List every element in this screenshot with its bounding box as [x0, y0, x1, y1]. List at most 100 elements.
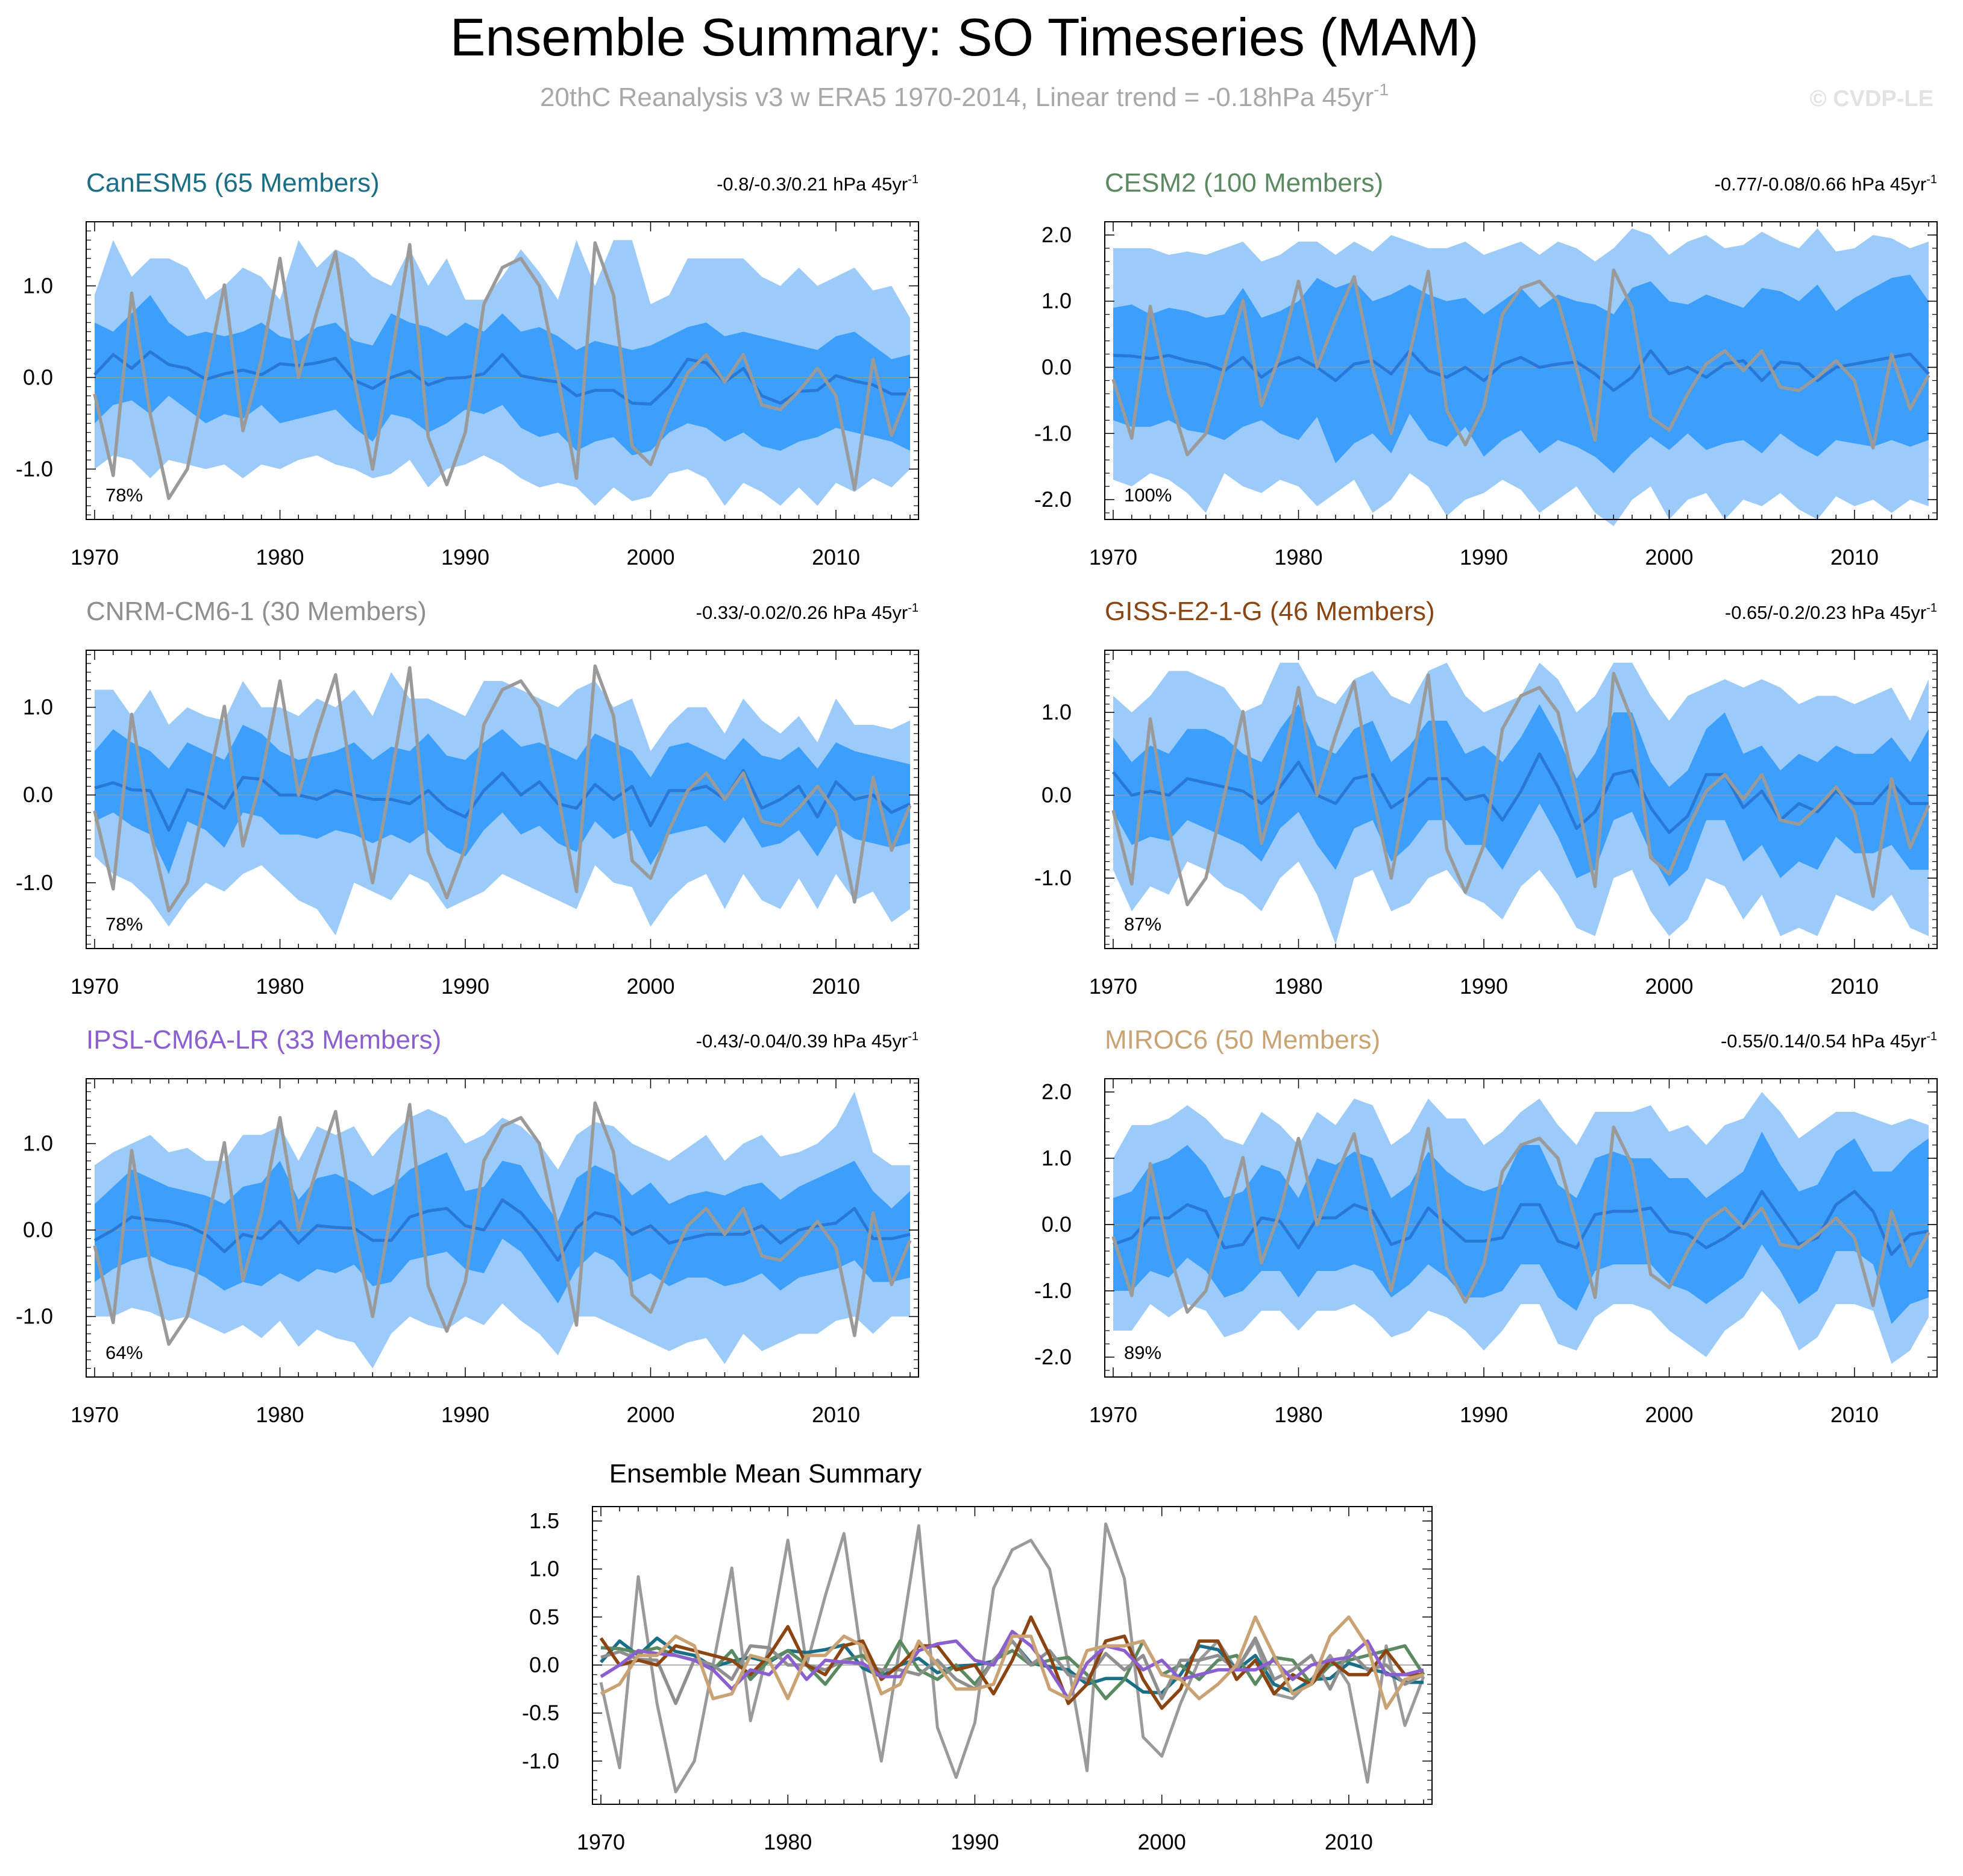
x-tick-label: 1970 — [577, 1830, 625, 1854]
y-tick-label: 0.0 — [23, 365, 53, 389]
ensemble-mean-line — [1113, 1190, 1929, 1256]
x-tick-label: 1990 — [1460, 974, 1508, 999]
panel-trend-sup: -1 — [908, 1030, 919, 1043]
x-tick-label: 1980 — [256, 545, 304, 569]
figure-subtitle: 20thC Reanalysis v3 w ERA5 1970-2014, Li… — [540, 80, 1389, 112]
x-tick-label: 2000 — [1645, 1402, 1693, 1427]
x-tick-label: 1970 — [1089, 974, 1137, 999]
panel-CanESM5: 1970 1980 1990 2000 2010 -1.0 0.0 1.0 CanESM5 (6… — [16, 168, 919, 569]
percent-label: 78% — [105, 914, 143, 935]
observation-line — [1111, 671, 1930, 906]
y-tick-label: 2.0 — [1041, 1079, 1072, 1104]
panel-trend: -0.33/-0.02/0.26 hPa 45yr-1 — [696, 601, 919, 623]
x-tick-label: 1980 — [256, 974, 304, 999]
y-tick-label: 0.0 — [1041, 783, 1072, 808]
x-tick-label: 2010 — [1325, 1830, 1373, 1854]
panel-trend-sup: -1 — [1926, 173, 1937, 186]
x-tick-label: 1990 — [441, 1402, 489, 1427]
panel-ensemble-mean-summary: 1970 1980 1990 2000 2010 -1.0 -0.5 0.0 0.5 1.0 1.5… — [522, 1459, 1433, 1854]
panel-GISS-E2-1-G: 1970 1980 1990 2000 2010 -1.0 0.0 1.0 GISS-E2-1-… — [1034, 597, 1938, 999]
percent-label: 78% — [105, 485, 143, 506]
ensemble-mean-line — [93, 1198, 911, 1262]
x-tick-label: 1970 — [71, 974, 119, 999]
inner-range-band — [95, 1152, 910, 1303]
x-tick-label: 2000 — [1138, 1830, 1186, 1854]
x-tick-label: 2010 — [1830, 545, 1879, 569]
x-tick-label: 1990 — [441, 545, 489, 569]
x-tick-label: 1970 — [1089, 1402, 1137, 1427]
x-tick-label: 1990 — [1460, 1402, 1508, 1427]
x-tick-label: 2000 — [626, 974, 674, 999]
panel-title: GISS-E2-1-G (46 Members) — [1105, 597, 1435, 626]
series-line-MIROC6 — [600, 1615, 1424, 1710]
figure-subtitle-sup: -1 — [1374, 80, 1389, 99]
observation-line — [1111, 1125, 1930, 1314]
y-tick-label: 0.0 — [23, 1217, 53, 1242]
panel-trend: -0.77/-0.08/0.66 hPa 45yr-1 — [1715, 173, 1937, 195]
x-tick-label: 1980 — [1274, 1402, 1322, 1427]
panel-trend: -0.8/-0.3/0.21 hPa 45yr-1 — [717, 173, 919, 195]
panel-trend: -0.65/-0.2/0.23 hPa 45yr-1 — [1725, 601, 1937, 623]
panel-trend-sup: -1 — [1926, 601, 1937, 615]
x-tick-label: 2010 — [812, 1402, 860, 1427]
x-tick-label: 1980 — [1274, 974, 1322, 999]
y-tick-label: -1.0 — [16, 456, 53, 481]
figure-title: Ensemble Summary: SO Timeseries (MAM) — [450, 7, 1479, 67]
panel-trend-sup: -1 — [1926, 1030, 1937, 1043]
y-tick-label: 0.0 — [1041, 355, 1072, 380]
panel-trend-sup: -1 — [908, 601, 919, 615]
panel-CNRM-CM6-1: 1970 1980 1990 2000 2010 -1.0 0.0 1.0 CNRM-CM6-1… — [16, 597, 919, 999]
y-tick-label: 1.0 — [1041, 700, 1072, 724]
x-tick-label: 2010 — [1830, 1402, 1879, 1427]
panel-title: Ensemble Mean Summary — [609, 1459, 922, 1489]
series-line-20thC Reanalysis v3 w ERA5 — [599, 1522, 1425, 1793]
y-tick-label: -1.0 — [522, 1748, 559, 1773]
inner-range-band — [95, 295, 910, 456]
x-tick-label: 1990 — [1460, 545, 1508, 569]
observation-line — [93, 1101, 912, 1346]
panel-trend-text: -0.33/-0.02/0.26 hPa 45yr — [696, 602, 908, 623]
panel-trend: -0.55/0.14/0.54 hPa 45yr-1 — [1721, 1030, 1937, 1052]
percent-label: 100% — [1124, 485, 1172, 506]
panel-trend-text: -0.43/-0.04/0.39 hPa 45yr — [696, 1031, 908, 1052]
observation-line — [1111, 268, 1930, 457]
panel-title: IPSL-CM6A-LR (33 Members) — [86, 1025, 441, 1055]
observation-line — [93, 241, 912, 500]
panel-MIROC6: 1970 1980 1990 2000 2010 -2.0 -1.0 0.0 1.0 2.0 MIR… — [1034, 1025, 1938, 1427]
panel-title: CESM2 (100 Members) — [1105, 168, 1383, 198]
panel-trend-text: -0.65/-0.2/0.23 hPa 45yr — [1725, 602, 1926, 623]
y-tick-label: 1.0 — [23, 273, 53, 298]
ensemble-mean-line — [93, 350, 910, 406]
panel-IPSL-CM6A-LR: 1970 1980 1990 2000 2010 -1.0 0.0 1.0 IPSL-CM6A-… — [16, 1025, 919, 1427]
y-tick-label: -2.0 — [1034, 1344, 1072, 1369]
x-tick-label: 1970 — [71, 1402, 119, 1427]
y-tick-label: 0.0 — [529, 1652, 559, 1677]
series-line-CESM2 — [600, 1639, 1425, 1701]
percent-label: 89% — [1124, 1342, 1161, 1363]
panel-trend-text: -0.8/-0.3/0.21 hPa 45yr — [717, 174, 908, 195]
panel-trend-text: -0.77/-0.08/0.66 hPa 45yr — [1715, 174, 1927, 195]
x-tick-label: 2000 — [626, 545, 674, 569]
panel-title: CanESM5 (65 Members) — [86, 168, 380, 198]
x-tick-label: 2000 — [1645, 545, 1693, 569]
y-tick-label: 1.0 — [1041, 1146, 1072, 1170]
y-tick-label: 2.0 — [1041, 222, 1072, 247]
ensemble-mean-line — [1112, 752, 1929, 834]
x-tick-label: 1990 — [441, 974, 489, 999]
y-tick-label: 1.5 — [529, 1508, 559, 1533]
y-tick-label: 0.0 — [1041, 1212, 1072, 1237]
inner-range-band — [95, 724, 910, 874]
y-tick-label: 1.0 — [1041, 289, 1072, 313]
inner-range-band — [1113, 1132, 1929, 1324]
y-tick-label: -2.0 — [1034, 487, 1072, 512]
x-tick-label: 1990 — [950, 1830, 999, 1854]
y-tick-label: -1.0 — [1034, 1278, 1072, 1303]
y-tick-label: -1.0 — [16, 1304, 53, 1329]
ensemble-mean-line — [94, 769, 911, 832]
panel-trend-sup: -1 — [908, 173, 919, 186]
x-tick-label: 1980 — [256, 1402, 304, 1427]
panel-title: MIROC6 (50 Members) — [1105, 1025, 1380, 1055]
x-tick-label: 1970 — [71, 545, 119, 569]
x-tick-label: 2000 — [1645, 974, 1693, 999]
